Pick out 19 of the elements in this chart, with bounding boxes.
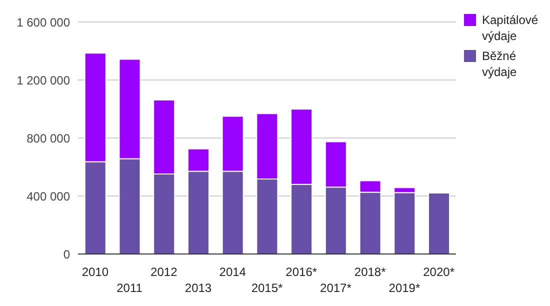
x-tick-label: 2012 xyxy=(150,265,178,279)
x-tick-label: 2015* xyxy=(251,281,284,295)
x-tick-label: 2016* xyxy=(286,265,318,279)
legend-label: Kapitálové výdaje xyxy=(482,12,540,44)
x-tick-label: 2014 xyxy=(219,265,246,279)
x-tick-label: 2010 xyxy=(82,265,109,279)
y-tick-label: 1 200 000 xyxy=(16,73,70,88)
bar xyxy=(428,192,450,254)
x-tick-label: 2017* xyxy=(320,281,352,295)
legend-label: Běžné výdaje xyxy=(482,48,518,80)
x-tick-label: 2019* xyxy=(388,281,420,295)
y-tick-label: 400 000 xyxy=(26,189,70,204)
x-tick-label: 2011 xyxy=(116,281,143,295)
x-tick-label: 2013 xyxy=(184,281,212,295)
y-tick-label: 1 600 000 xyxy=(16,15,70,30)
y-tick-label: 0 xyxy=(63,247,70,262)
x-tick-label: 2020* xyxy=(423,265,455,279)
x-tick-label: 2018* xyxy=(354,265,386,279)
y-tick-label: 800 000 xyxy=(26,131,70,146)
